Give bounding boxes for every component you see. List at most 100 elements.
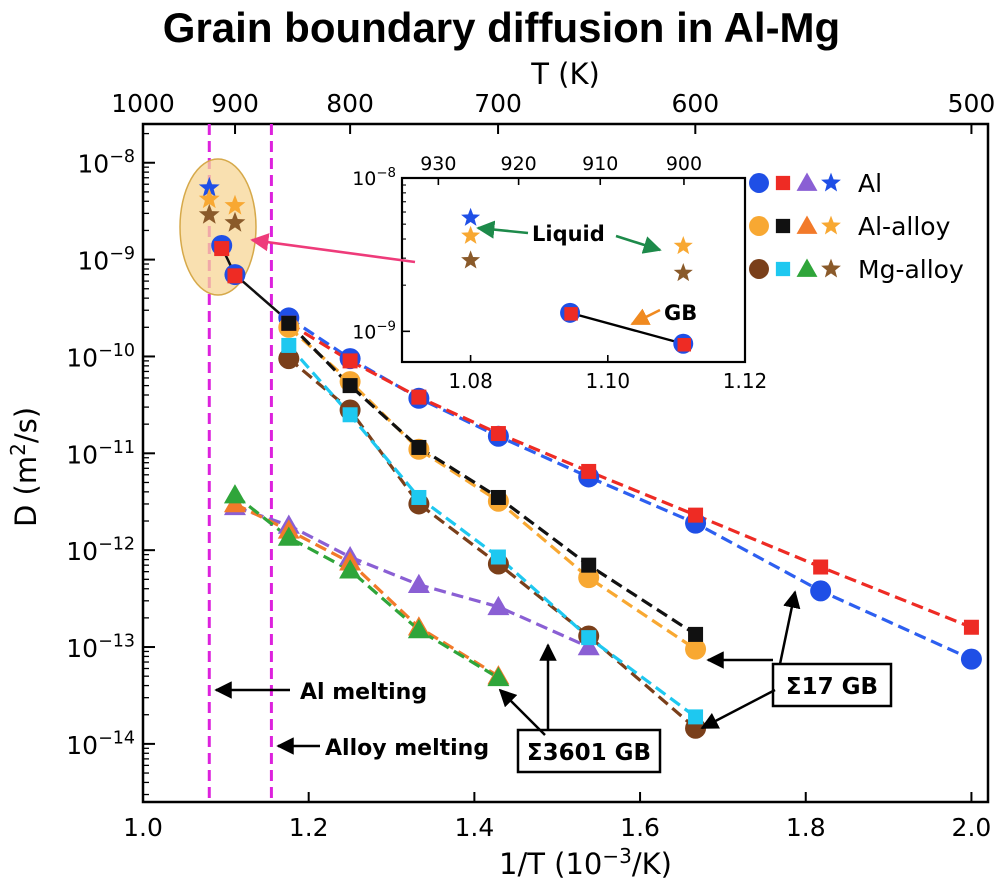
point-al-square bbox=[342, 353, 358, 369]
top-tick-label: 500 bbox=[948, 89, 996, 118]
point-al-square bbox=[490, 426, 506, 442]
y-tick-label: 10−10 bbox=[66, 341, 135, 373]
sigma3601-box bbox=[516, 728, 662, 774]
point-al-square bbox=[963, 619, 979, 635]
x-tick-label: 1.4 bbox=[454, 813, 494, 842]
y-tick-label: 10−11 bbox=[66, 438, 135, 470]
sigma17-box bbox=[771, 662, 893, 708]
y-tick-label: 10−13 bbox=[66, 632, 135, 664]
point-al-circle bbox=[810, 580, 832, 602]
inset-x-tick-label: 1.12 bbox=[723, 369, 768, 393]
point-al-alloy-square bbox=[688, 626, 704, 642]
top-tick-label: 700 bbox=[474, 89, 522, 118]
series-line-al-alloy-circle bbox=[287, 326, 697, 651]
inset-x-tick-label: 1.10 bbox=[586, 369, 631, 393]
inset-top-tick-label: 920 bbox=[500, 153, 536, 175]
series-line-al-triangle bbox=[234, 505, 590, 649]
point-al-alloy-square bbox=[411, 439, 427, 455]
x-axis-label: 1/T (10−3/K) bbox=[499, 844, 672, 881]
point-mg-alloy-triangle bbox=[277, 526, 300, 546]
point-al-square bbox=[813, 559, 829, 575]
sigma17-label: Σ17 GB bbox=[786, 674, 878, 700]
legend-marker-star bbox=[821, 258, 841, 278]
legend-marker-triangle bbox=[796, 258, 818, 277]
point-mg-alloy-triangle bbox=[339, 559, 362, 579]
point-al-triangle bbox=[577, 636, 600, 656]
inset-star bbox=[461, 225, 481, 244]
liquid-star-al-alloy bbox=[224, 194, 246, 215]
inset-top-tick-label: 930 bbox=[420, 153, 456, 175]
liquid-region-highlight bbox=[179, 158, 257, 296]
al-melting-label: Al melting bbox=[300, 680, 427, 705]
sigma3601-label: Σ3601 GB bbox=[527, 740, 651, 766]
alloy-melting-label: Alloy melting bbox=[325, 736, 489, 761]
series-line-al-alloy-square bbox=[287, 322, 697, 636]
point-al-square bbox=[581, 463, 597, 479]
legend-marker-circle bbox=[749, 216, 769, 236]
point-mg-alloy-circle bbox=[278, 348, 300, 370]
legend-marker-triangle bbox=[796, 172, 818, 191]
series-line-al-alloy-triangle bbox=[234, 502, 500, 678]
sigma17-arrow-down bbox=[700, 688, 776, 730]
point-mg-alloy-square bbox=[281, 337, 297, 353]
x-tick-label: 1.2 bbox=[289, 813, 329, 842]
y-axis-label: D (m2/s) bbox=[6, 407, 43, 527]
top-tick-label: 900 bbox=[211, 89, 259, 118]
inset-top-tick-label: 910 bbox=[582, 153, 618, 175]
legend: Al Al-alloy Mg-alloy bbox=[749, 169, 964, 284]
legend-label: Al bbox=[858, 169, 882, 198]
legend-marker-triangle bbox=[796, 215, 818, 234]
legend-marker-circle bbox=[749, 259, 769, 279]
inset-frame bbox=[400, 176, 747, 364]
legend-label: Mg-alloy bbox=[858, 255, 964, 284]
point-al-square bbox=[411, 389, 427, 405]
inset-plot: 1.08 1.10 1.12 930 920 910 900 10−8 10−9 Liquid GB bbox=[352, 153, 767, 393]
inset-star bbox=[461, 250, 481, 269]
legend-marker-square bbox=[775, 175, 791, 191]
point-al-alloy-square bbox=[490, 489, 506, 505]
legend-marker-star bbox=[821, 215, 841, 235]
series-line-mg-alloy-square bbox=[287, 344, 697, 719]
liquid-star-al-alloy bbox=[198, 188, 220, 209]
point-al-alloy-square bbox=[581, 557, 597, 573]
sigma17-arrow-up bbox=[778, 590, 801, 665]
liquid-star-al bbox=[198, 176, 220, 197]
legend-marker-square bbox=[775, 261, 791, 277]
point-mg-alloy-triangle bbox=[223, 484, 246, 504]
liquid-star-mg-alloy bbox=[198, 203, 220, 224]
inset-x-tick-label: 1.08 bbox=[448, 369, 493, 393]
inset-liquid-arrow-left bbox=[476, 220, 529, 239]
inset-star bbox=[673, 263, 693, 282]
point-mg-alloy-square bbox=[490, 549, 506, 565]
point-al-alloy-square bbox=[342, 378, 358, 394]
y-tick-label: 10−14 bbox=[66, 728, 135, 760]
point-al-triangle bbox=[407, 573, 430, 593]
point-mg-alloy-square bbox=[342, 407, 358, 423]
point-mg-alloy-square bbox=[688, 709, 704, 725]
inset-liquid-label: Liquid bbox=[532, 222, 605, 246]
point-mg-alloy-triangle bbox=[487, 666, 510, 687]
point-al-alloy-circle bbox=[685, 638, 707, 660]
point-al-square bbox=[214, 241, 230, 257]
point-mg-alloy-triangle bbox=[407, 618, 430, 639]
inset-gb-arrow bbox=[630, 308, 661, 326]
inset-gb-square bbox=[677, 337, 692, 352]
inset-star bbox=[673, 236, 693, 255]
inset-y-tick-label: 10−9 bbox=[352, 319, 396, 343]
top-tick-label: 800 bbox=[326, 89, 374, 118]
top-tick-label: 1000 bbox=[111, 89, 175, 118]
point-al-circle bbox=[960, 648, 982, 670]
legend-marker-star bbox=[821, 172, 841, 192]
point-mg-alloy-square bbox=[411, 489, 427, 505]
inset-gb-line bbox=[569, 311, 684, 345]
point-al-alloy-square bbox=[281, 315, 297, 331]
inset-liquid-arrow-right bbox=[615, 234, 662, 254]
chart-title: Grain boundary diffusion in Al-Mg bbox=[162, 4, 841, 51]
point-al-triangle bbox=[487, 595, 510, 616]
top-tick-label: 600 bbox=[671, 89, 719, 118]
x-tick-label: 1.0 bbox=[123, 813, 163, 842]
zoom-arrow bbox=[250, 233, 416, 264]
legend-label: Al-alloy bbox=[858, 212, 951, 241]
y-tick-label: 10−8 bbox=[77, 147, 135, 179]
